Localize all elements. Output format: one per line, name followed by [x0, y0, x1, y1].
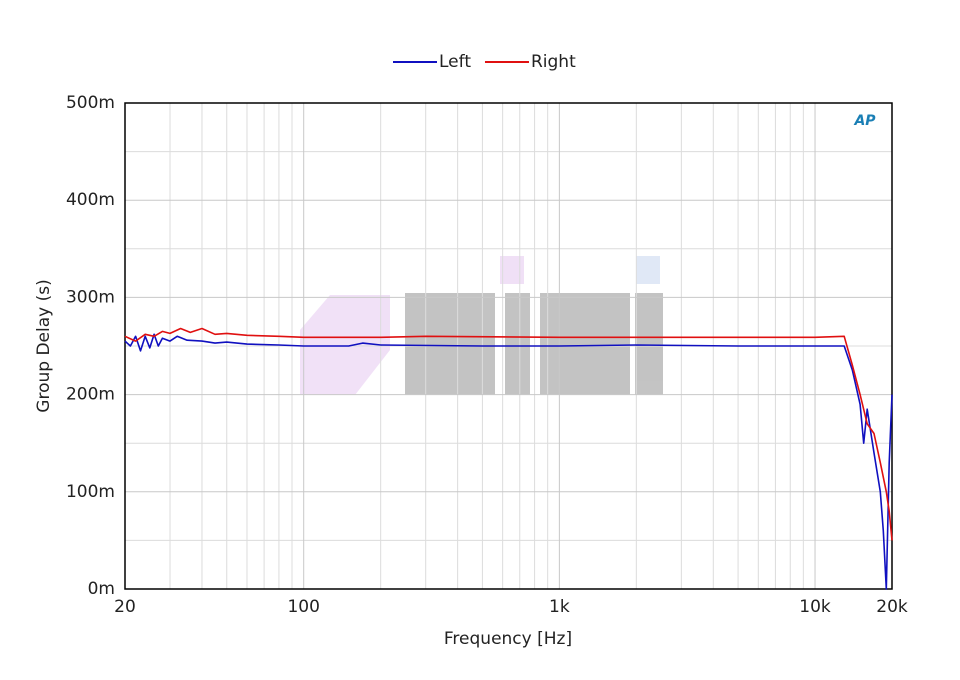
x-tick-label: 20 [114, 597, 136, 617]
series-line [124, 333, 893, 590]
x-tick-label: 1k [549, 597, 570, 617]
x-tick-label: 100 [287, 597, 319, 617]
x-axis-label: Frequency [Hz] [444, 629, 572, 649]
legend-label: Right [531, 52, 576, 72]
legend-label: Left [439, 52, 471, 72]
y-tick-label: 300m [66, 287, 115, 307]
watermark [300, 256, 663, 395]
y-tick-label: 0m [88, 579, 115, 599]
y-tick-label: 400m [66, 190, 115, 210]
y-axis-label: Group Delay (s) [34, 279, 54, 412]
x-tick-label: 10k [799, 597, 831, 617]
x-tick-label: 20k [876, 597, 908, 617]
y-tick-label: 200m [66, 385, 115, 405]
logo: AP [853, 113, 876, 129]
y-tick-label: 100m [66, 482, 115, 502]
plot-frame [124, 102, 893, 590]
y-tick-label: 500m [66, 93, 115, 113]
series-line [124, 327, 893, 541]
